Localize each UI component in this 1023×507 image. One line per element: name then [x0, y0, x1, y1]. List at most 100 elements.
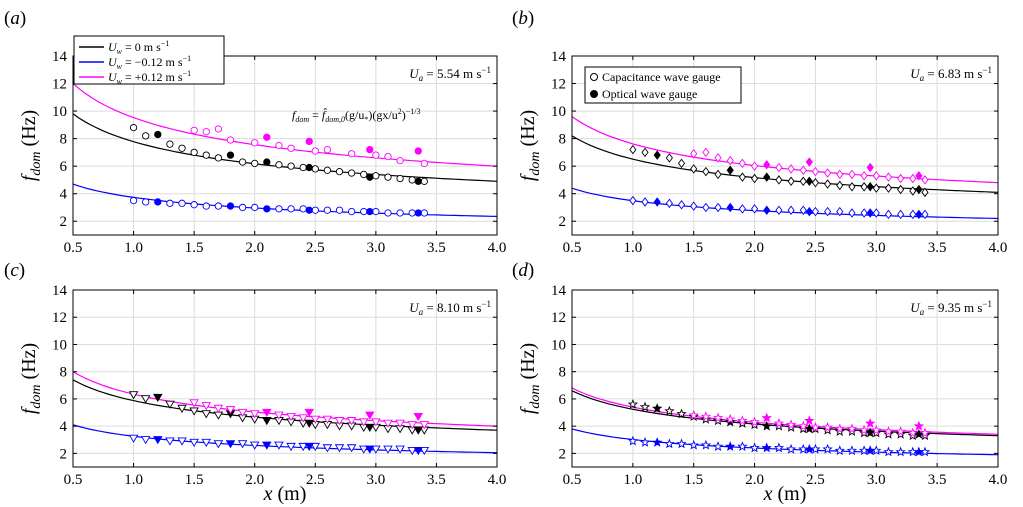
panel-a-point-optical-neg [366, 207, 374, 216]
panel-a-point-capacitance-pos [384, 152, 392, 161]
panel-b-point-capacitance-zero [787, 176, 795, 187]
panel-c-point-capacitance-neg [371, 445, 381, 454]
panel-c-point-capacitance-pos [358, 418, 369, 427]
panel-d-point-capacitance-zero [676, 408, 687, 419]
panel-d-point-capacitance-pos [773, 417, 785, 428]
panel-d-xtick-label: 4.0 [989, 472, 1008, 488]
panel-d-point-capacitance-neg [822, 443, 833, 454]
panel-d-point-capacitance-neg [846, 445, 858, 456]
panel-b-point-capacitance-zero [751, 173, 759, 184]
panel-b-point-capacitance-zero [872, 183, 880, 193]
panel-d-point-capacitance-pos [871, 424, 882, 435]
panel-a-point-capacitance-neg [299, 205, 307, 213]
panel-b-point-optical-zero [726, 165, 734, 176]
panel-b-point-capacitance-zero [641, 147, 649, 158]
panel-a-point-capacitance-zero [142, 132, 150, 140]
panel-d-xtick-label: 2.5 [806, 472, 825, 488]
panel-a-point-capacitance-zero [275, 161, 283, 169]
panel-c-point-optical-pos [262, 408, 272, 418]
panel-b-point-capacitance-zero [848, 182, 856, 192]
panel-b-ylabel: fdom (Hz) [517, 110, 543, 181]
panel-a-point-capacitance-neg [408, 209, 416, 217]
panel-d-point-optical-zero [864, 427, 876, 438]
panel-b-point-capacitance-pos [690, 149, 698, 159]
panel-b-point-capacitance-pos [921, 175, 929, 185]
panel-d-ytick-label: 2 [559, 446, 567, 462]
panel-a-point-capacitance-neg [311, 206, 319, 214]
panel-d-point-capacitance-neg [664, 438, 675, 449]
panel-d-point-capacitance-neg [834, 445, 846, 456]
panel-b-point-capacitance-zero [799, 176, 807, 187]
panel-c-point-capacitance-zero [177, 404, 187, 413]
panel-c-fit-line-neg [72, 424, 498, 454]
panel-c-point-capacitance-neg [358, 445, 369, 454]
panel-a-point-capacitance-pos [287, 144, 295, 152]
panel-c-point-optical-zero [365, 423, 375, 433]
panel-d-point-capacitance-neg [627, 435, 639, 446]
panel-a-point-capacitance-neg [251, 203, 259, 212]
panel-d-point-capacitance-zero [664, 405, 675, 416]
panel-d-point-capacitance-pos [846, 423, 858, 434]
panel-a-xtick-label: 0.5 [64, 240, 83, 256]
panel-a-point-capacitance-pos [311, 147, 319, 155]
panel-c-point-capacitance-pos [201, 402, 212, 411]
legend-label-zero: Uw = 0 m s−1 [108, 39, 169, 56]
panel-a-point-capacitance-neg [166, 199, 174, 207]
panel-b-ytick-label: 10 [551, 104, 566, 120]
panel-a-ytick-label: 8 [60, 132, 68, 148]
panel-c-ylabel: fdom (Hz) [18, 343, 44, 414]
panel-d-xtick-label: 2.0 [745, 472, 764, 488]
panel-d-point-capacitance-pos [883, 426, 894, 437]
panel-c-point-optical-zero [262, 417, 272, 426]
panel-c-point-capacitance-neg [274, 441, 284, 450]
panel-b-ytick-label: 8 [559, 132, 567, 148]
panel-b-point-optical-zero [805, 176, 813, 187]
panel-c-point-capacitance-neg [237, 440, 248, 449]
panel-a-point-capacitance-zero [238, 158, 247, 166]
panel-b-point-capacitance-pos [787, 164, 795, 174]
panel-b-point-capacitance-neg [702, 202, 710, 213]
panel-d-point-capacitance-neg [700, 439, 712, 450]
panel-d-point-capacitance-zero [773, 420, 785, 431]
panel-b-point-capacitance-pos [714, 153, 722, 163]
panel-c-xtick-label: 0.5 [64, 472, 83, 488]
panel-a-point-capacitance-zero [323, 166, 332, 174]
panel-c-ytick-label: 10 [52, 337, 67, 353]
panel-b-wind-speed-label: Ua = 6.83 m s−1 [910, 65, 992, 83]
panel-d-point-capacitance-zero [639, 401, 651, 412]
panel-c-point-capacitance-pos [407, 421, 417, 430]
panel-d-point-capacitance-pos [858, 424, 870, 435]
panel-a-xtick-label: 1.5 [185, 240, 204, 256]
panel-d-point-optical-zero [651, 403, 663, 413]
panel-a-point-capacitance-zero [129, 123, 138, 132]
panel-d-fit-line-neg [571, 428, 999, 456]
panel-d-point-optical-neg [864, 445, 876, 456]
panel-d-point-capacitance-neg [712, 441, 724, 452]
panel-b-ytick-label: 2 [559, 214, 567, 230]
panel-c-point-optical-pos [365, 411, 375, 420]
panel-d-point-optical-pos [761, 412, 772, 423]
panel-b-point-capacitance-zero [836, 180, 844, 191]
panel-d-point-capacitance-neg [737, 441, 748, 452]
panel-b-point-capacitance-zero [629, 144, 637, 155]
panel-c-xlabel: x (m) [263, 483, 307, 505]
panel-a-point-optical-neg [154, 198, 162, 206]
panel-c-point-capacitance-pos [310, 415, 321, 424]
panel-d-wind-speed-label: Ua = 9.35 m s−1 [910, 299, 992, 317]
panel-a-xtick-label: 2.0 [245, 240, 264, 256]
panel-b-ytick-label: 14 [551, 49, 567, 65]
panel-c-point-capacitance-neg [322, 444, 333, 453]
panel-d-point-capacitance-neg [785, 443, 797, 454]
panel-a-point-optical-pos [414, 147, 422, 155]
panel-d-point-capacitance-neg [895, 446, 906, 457]
panel-a-point-capacitance-neg [142, 198, 150, 206]
panel-b-point-capacitance-neg [677, 199, 686, 210]
panel-a-point-capacitance-zero [384, 173, 392, 181]
legend-optical-label: Optical wave gauge [602, 87, 697, 101]
panel-a-point-optical-pos [366, 145, 374, 154]
panel-a-ylabel: fdom (Hz) [18, 110, 44, 181]
legend-label-neg: Uw = −0.12 m s−1 [108, 54, 191, 71]
panel-c-ytick-label: 14 [52, 283, 68, 299]
panel-d-xtick-label: 3.0 [867, 472, 886, 488]
